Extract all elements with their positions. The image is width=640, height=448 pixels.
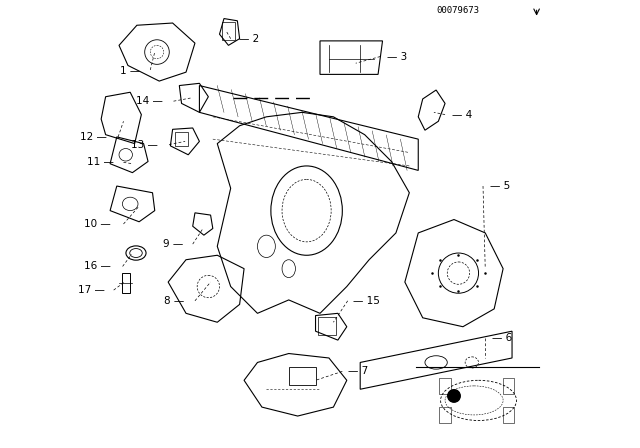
Text: — 15: — 15	[353, 296, 380, 306]
Circle shape	[448, 390, 460, 402]
Bar	[439, 378, 451, 394]
Bar	[122, 273, 130, 293]
Text: 00079673: 00079673	[436, 6, 479, 15]
Text: 9 —: 9 —	[163, 239, 183, 249]
Bar	[289, 367, 316, 385]
Text: 1 —: 1 —	[120, 66, 140, 76]
Text: 14 —: 14 —	[136, 96, 163, 106]
Text: 10 —: 10 —	[84, 219, 111, 229]
Text: 17 —: 17 —	[78, 285, 105, 295]
Text: — 5: — 5	[490, 181, 510, 191]
Text: — 4: — 4	[452, 110, 472, 120]
Text: — 2: — 2	[239, 34, 259, 43]
Text: 8 —: 8 —	[164, 296, 184, 306]
Bar	[502, 407, 515, 423]
Bar	[318, 317, 335, 335]
Bar	[502, 378, 515, 394]
Bar	[175, 133, 188, 146]
Text: — 7: — 7	[348, 366, 369, 376]
Text: 16 —: 16 —	[84, 262, 111, 271]
Text: 12 —: 12 —	[79, 132, 106, 142]
Bar	[221, 22, 235, 40]
Bar	[439, 407, 451, 423]
Text: 11 —: 11 —	[87, 157, 114, 168]
Text: — 6: — 6	[492, 333, 512, 343]
Text: 13 —: 13 —	[131, 139, 158, 150]
Text: — 3: — 3	[387, 52, 407, 61]
